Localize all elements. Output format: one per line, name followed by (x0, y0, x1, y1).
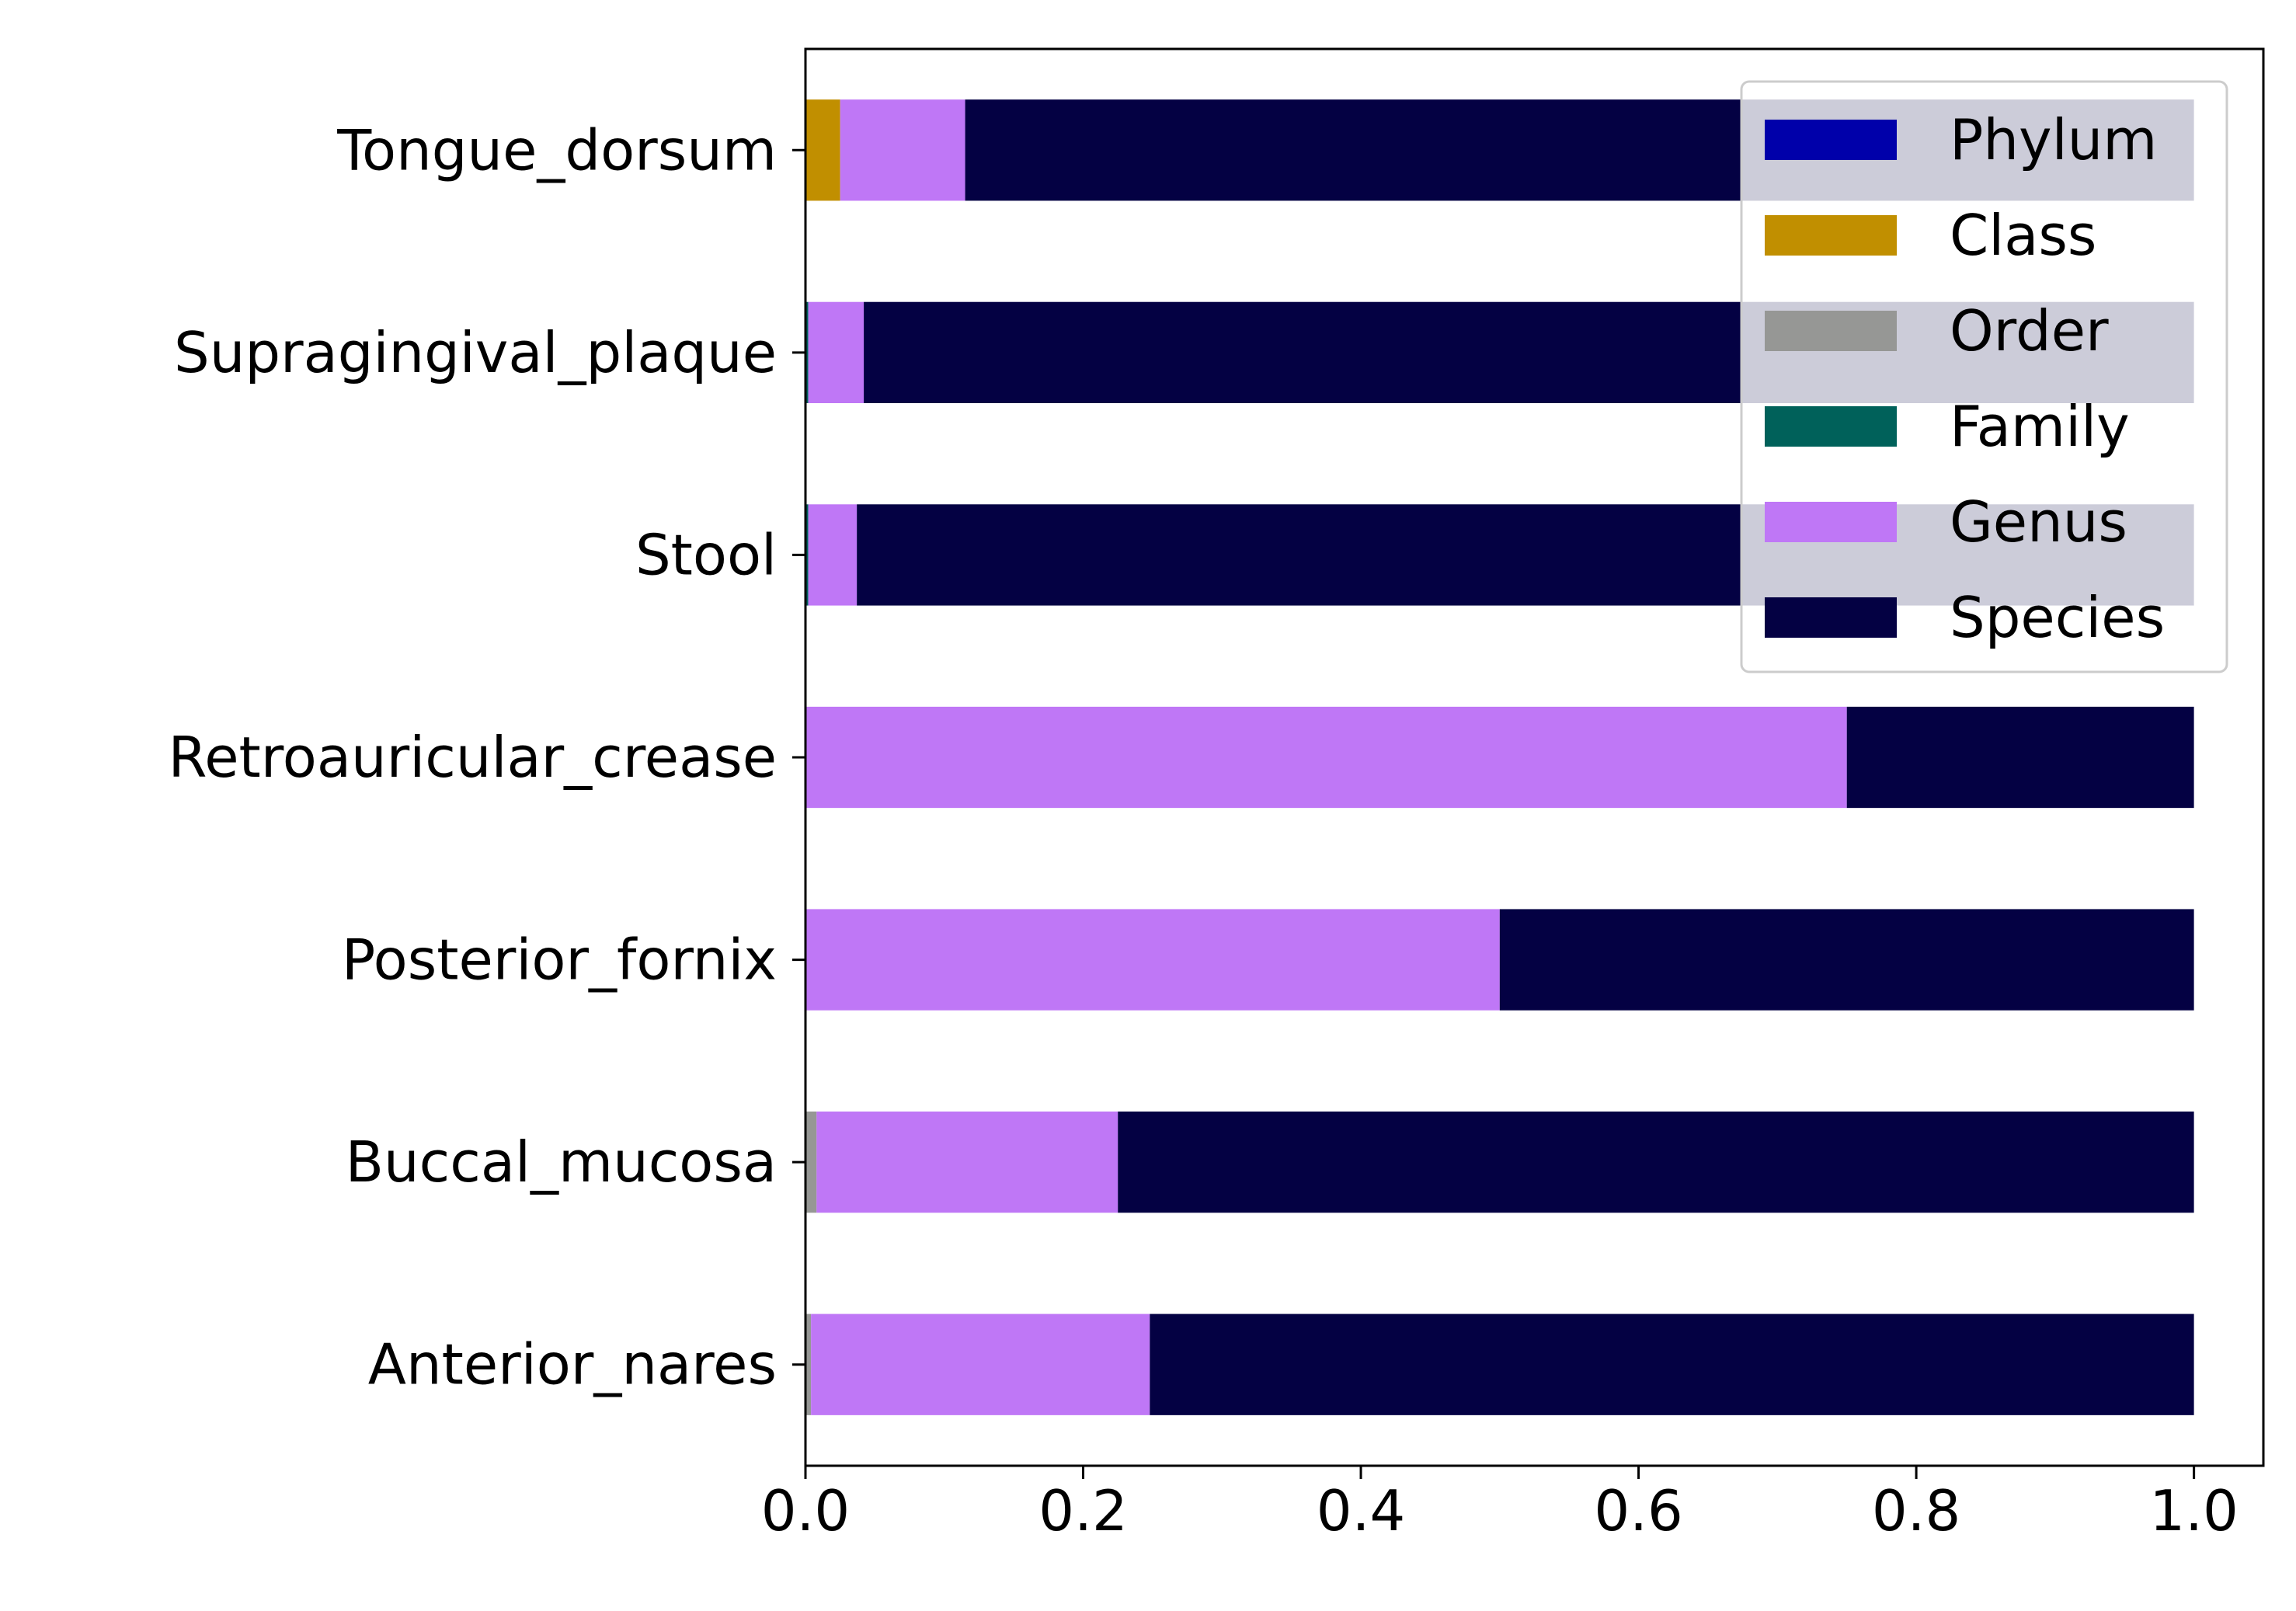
legend-swatch-species (1765, 597, 1897, 638)
legend-label-genus: Genus (1950, 489, 2127, 555)
bar-anterior-nares-genus (811, 1314, 1150, 1415)
bar-retroauricular-crease-species (1846, 706, 2194, 809)
x-tick-label: 0.2 (1038, 1478, 1128, 1543)
y-tick-label: Retroauricular_crease (168, 725, 777, 790)
legend-swatch-genus (1765, 502, 1897, 542)
axes-layer: Tongue_dorsum Supragingival_plaque Stool Re… (168, 47, 2265, 1543)
bar-anterior-nares-order (805, 1314, 812, 1415)
y-tick-label: Tongue_dorsum (336, 117, 777, 183)
x-tick-label: 0.6 (1594, 1478, 1683, 1543)
legend-swatch-class (1765, 215, 1897, 256)
y-tick-label: Anterior_nares (368, 1332, 777, 1397)
y-tick-label: Stool (635, 522, 777, 587)
legend-swatch-order (1765, 311, 1897, 351)
bar-supragingival-plaque-genus (808, 301, 864, 403)
x-tick-label: 1.0 (2149, 1478, 2239, 1543)
legend-label-order: Order (1950, 298, 2109, 364)
bar-buccal-mucosa-genus (816, 1112, 1118, 1213)
y-tick-label: Buccal_mucosa (346, 1129, 777, 1195)
bar-buccal-mucosa-order (805, 1112, 817, 1213)
bar-buccal-mucosa-species (1118, 1112, 2194, 1213)
bar-posterior-fornix-genus (805, 909, 1500, 1011)
y-tick-label: Supragingival_plaque (174, 320, 777, 385)
legend-swatch-phylum (1765, 120, 1897, 160)
y-tick-label: Posterior_fornix (342, 927, 777, 993)
bar-stool-family (805, 504, 809, 606)
x-tick-label: 0.8 (1872, 1478, 1961, 1543)
legend-label-family: Family (1950, 394, 2130, 459)
bar-supragingival-plaque-family (805, 301, 809, 403)
bar-tongue-dorsum-genus (840, 99, 965, 201)
bar-posterior-fornix-species (1499, 909, 2194, 1011)
legend: Phylum Class Order Family Genus Species (1740, 80, 2228, 673)
x-tick-label: 0.0 (761, 1478, 851, 1543)
legend-label-species: Species (1950, 585, 2165, 650)
legend-label-class: Class (1950, 203, 2096, 268)
bar-tongue-dorsum-class (805, 99, 840, 201)
legend-label-phylum: Phylum (1950, 107, 2157, 172)
x-tick-label: 0.4 (1317, 1478, 1406, 1543)
legend-swatch-family (1765, 406, 1897, 447)
bar-stool-genus (808, 504, 858, 606)
bar-anterior-nares-species (1150, 1314, 2194, 1415)
bar-retroauricular-crease-genus (805, 706, 1847, 809)
